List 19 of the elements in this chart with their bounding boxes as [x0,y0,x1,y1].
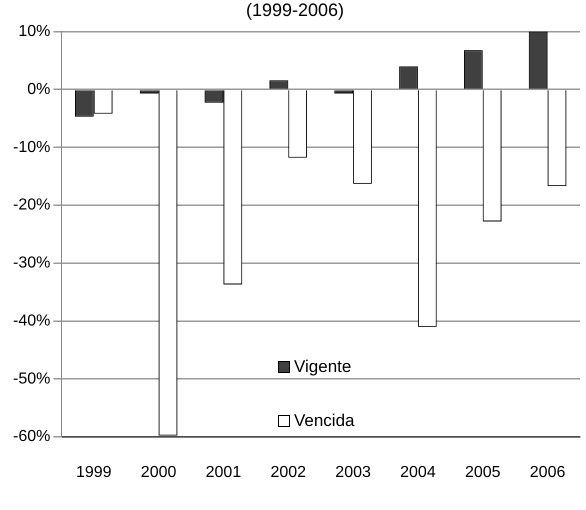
x-tick-label: 2003 [335,464,371,481]
y-tick-label: -10% [12,138,50,156]
x-tick-label: 2000 [140,464,176,481]
y-tick-label: 0% [27,80,50,98]
x-tick-label: 2002 [270,464,306,481]
y-tick-label: 10% [18,23,50,40]
x-tick-label: 2005 [464,464,501,481]
y-tick-label: -30% [12,254,50,272]
y-tick-label: -50% [12,370,50,388]
chart-title: (1999-2006) [246,0,344,20]
legend-label: Vencida [294,411,354,431]
x-tick-label: 2006 [530,464,566,481]
legend-label: Vigente [294,357,352,377]
y-tick-label: -20% [12,196,50,214]
x-tick-label: 2001 [206,464,242,481]
y-tick-label: -60% [12,428,50,446]
x-tick-label: 2004 [400,464,436,481]
x-tick-label: 1999 [76,464,112,481]
y-tick-label: -40% [12,312,50,330]
